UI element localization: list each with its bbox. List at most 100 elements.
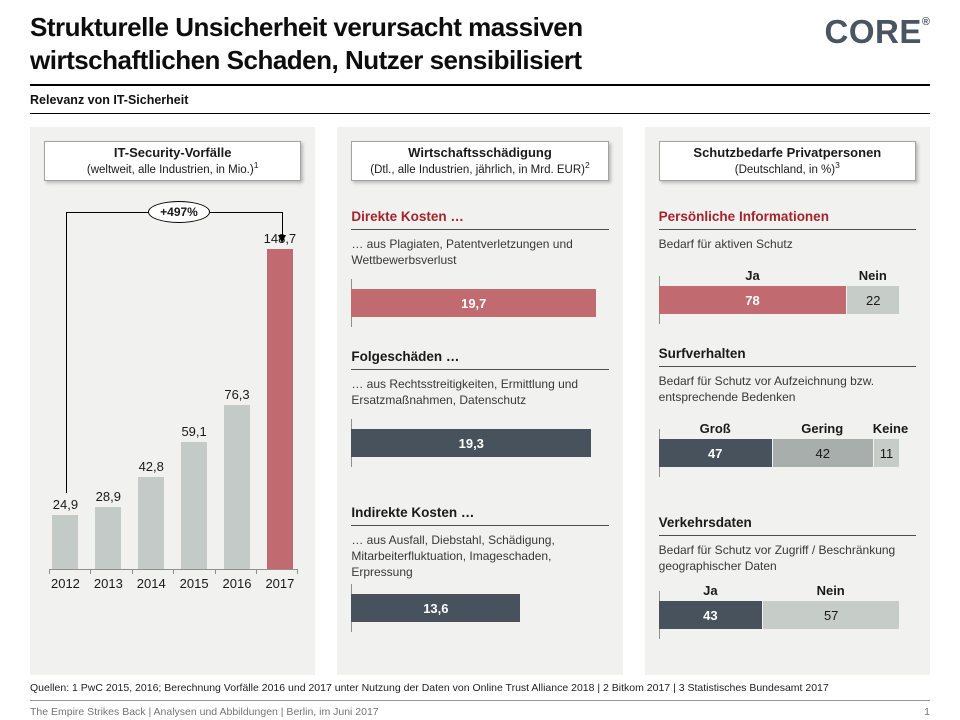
hbar-value: 19,3 (458, 435, 484, 451)
segment-label: Ja (703, 583, 718, 599)
section-description: Bedarf für Schutz vor Aufzeichnung bzw. … (658, 374, 875, 405)
panel2-header-box: Wirtschaftsschädigung (Dtl., alle Indust… (351, 140, 609, 182)
page-number: 1 (924, 705, 930, 718)
segment-value: 78 (745, 292, 760, 308)
incidents-bar-chart: +497% 24,9 28,9 42,8 59,1 (44, 195, 301, 599)
bar-2014: 42,8 (130, 229, 173, 570)
segment-label: Nein (816, 583, 845, 599)
segment-value: 42 (815, 445, 830, 461)
bar (181, 442, 208, 570)
section-description: Bedarf für Schutz vor Zugriff / Beschrän… (658, 543, 896, 574)
segment-ja: 43 (658, 601, 763, 630)
panel3-subtitle: (Deutschland, in %)3 (734, 159, 840, 176)
slide-header: Strukturelle Unsicherheit verursacht mas… (30, 0, 930, 77)
stacked-bar-group: Ja Nein 43 57 (658, 583, 900, 640)
panel-wirtschaftsschaedigung: Wirtschaftsschädigung (Dtl., alle Indust… (337, 126, 623, 675)
segment-label: Gering (801, 421, 844, 437)
bar-2013: 28,9 (87, 229, 130, 570)
bar-2015: 59,1 (173, 229, 216, 570)
panel3-title: Schutzbedarfe Privatpersonen (693, 144, 882, 160)
bar-value-label: 28,9 (95, 489, 121, 505)
growth-annotation: +497% (148, 201, 210, 224)
x-tick-label: 2016 (222, 576, 252, 592)
segment-value: 22 (866, 292, 881, 308)
footer: The Empire Strikes Back | Analysen und A… (30, 706, 930, 718)
section-heading: Indirekte Kosten … (351, 505, 609, 527)
panel-it-security-vorfaelle: IT-Security-Vorfälle (weltweit, alle Ind… (30, 126, 316, 675)
segment-nein: 22 (846, 286, 900, 315)
x-tick-label: 2013 (93, 576, 123, 592)
x-tick-label: 2015 (179, 576, 209, 592)
segment-label: Groß (699, 421, 731, 437)
bar (52, 515, 79, 570)
bar (95, 507, 122, 570)
hbar-indirekte-kosten: 13,6 (351, 594, 521, 622)
title-line-1: Strukturelle Unsicherheit verursacht mas… (30, 12, 583, 42)
hbar-track: 19,3 (351, 419, 608, 468)
footnote-ref-2: 2 (584, 159, 590, 170)
section-description: Bedarf für aktiven Schutz (658, 237, 793, 252)
section-heading: Surfverhalten (658, 346, 916, 368)
segment-value: 57 (823, 607, 839, 623)
segment-nein: 57 (762, 601, 900, 630)
segment-gross: 47 (658, 439, 772, 468)
footer-left-text: The Empire Strikes Back | Analysen und A… (30, 705, 379, 718)
x-axis-labels: 2012 2013 2014 2015 2016 2017 (44, 576, 301, 591)
bars-row: 24,9 28,9 42,8 59,1 (44, 229, 301, 570)
section-persoenliche-informationen: Persönliche Informationen Bedarf für akt… (658, 209, 916, 325)
section-heading: Folgeschäden … (351, 349, 609, 371)
x-tick-label: 2017 (265, 576, 295, 592)
bar (138, 477, 165, 570)
bar-value-label: 24,9 (52, 497, 79, 513)
section-surfverhalten: Surfverhalten Bedarf für Schutz vor Aufz… (658, 346, 916, 478)
segment-labels: Ja Nein (659, 583, 900, 598)
section-description: … aus Plagiaten, Patentverletzungen und … (351, 237, 573, 268)
core-logo: CORE® (825, 15, 930, 48)
bar-value-label: 59,1 (181, 424, 207, 440)
stacked-bar-group: Groß Gering Keine 47 42 11 (658, 421, 909, 478)
section-verkehrsdaten: Verkehrsdaten Bedarf für Schutz vor Zugr… (658, 515, 916, 640)
bar-2012: 24,9 (44, 229, 87, 570)
growth-bracket-left (66, 212, 67, 494)
segment-value: 43 (703, 607, 718, 623)
bar-value-label: 42,8 (138, 459, 164, 475)
registered-mark-icon: ® (921, 16, 930, 28)
logo-text: CORE (824, 13, 922, 50)
footnote-ref-3: 3 (835, 159, 840, 170)
hbar-track: 13,6 (351, 584, 608, 632)
segment-labels: Groß Gering Keine (659, 421, 909, 437)
segment-labels: Ja Nein (659, 268, 900, 283)
stacked-bar: 47 42 11 (658, 429, 900, 478)
bar-2016: 76,3 (216, 229, 259, 570)
page-title: Strukturelle Unsicherheit verursacht mas… (30, 11, 583, 77)
segment-keine: 11 (872, 439, 900, 468)
hbar-folgeschaeden: 19,3 (351, 429, 592, 458)
panel1-header-box: IT-Security-Vorfälle (weltweit, alle Ind… (44, 140, 302, 182)
title-line-2: wirtschaftlichen Schaden, Nutzer sensibi… (30, 44, 582, 75)
section-heading: Verkehrsdaten (658, 515, 916, 537)
segment-label: Keine (872, 421, 909, 437)
bar-value-label: 76,3 (224, 387, 250, 403)
section-description: … aus Ausfall, Diebstahl, Schädigung, Mi… (351, 533, 555, 580)
section-heading: Direkte Kosten … (351, 209, 609, 231)
bar-2017-highlight: 148,7 (258, 229, 301, 570)
hbar-direkte-kosten: 19,7 (351, 289, 597, 318)
panel1-title: IT-Security-Vorfälle (113, 144, 232, 160)
panel2-subtitle: (Dtl., alle Industrien, jährlich, in Mrd… (370, 159, 590, 176)
hbar-value: 13,6 (423, 600, 449, 616)
panel2-title: Wirtschaftsschädigung (408, 144, 552, 160)
panel3-header-box: Schutzbedarfe Privatpersonen (Deutschlan… (658, 140, 916, 182)
footnote-ref-1: 1 (253, 159, 259, 170)
title-divider (30, 83, 930, 86)
kicker-divider (30, 112, 930, 114)
panels-row: IT-Security-Vorfälle (weltweit, alle Ind… (30, 126, 930, 675)
segment-value: 11 (879, 445, 894, 461)
section-indirekte-kosten: Indirekte Kosten … … aus Ausfall, Diebst… (351, 505, 609, 632)
stacked-bar: 78 22 (658, 276, 900, 325)
panel-schutzbedarfe-privatpersonen: Schutzbedarfe Privatpersonen (Deutschlan… (644, 126, 930, 675)
panel1-subtitle: (weltweit, alle Industrien, in Mio.)1 (86, 159, 259, 176)
arrow-down-icon (278, 235, 286, 244)
x-tick-label: 2012 (50, 576, 80, 592)
sources-line: Quellen: 1 PwC 2015, 2016; Berechnung Vo… (30, 681, 829, 694)
